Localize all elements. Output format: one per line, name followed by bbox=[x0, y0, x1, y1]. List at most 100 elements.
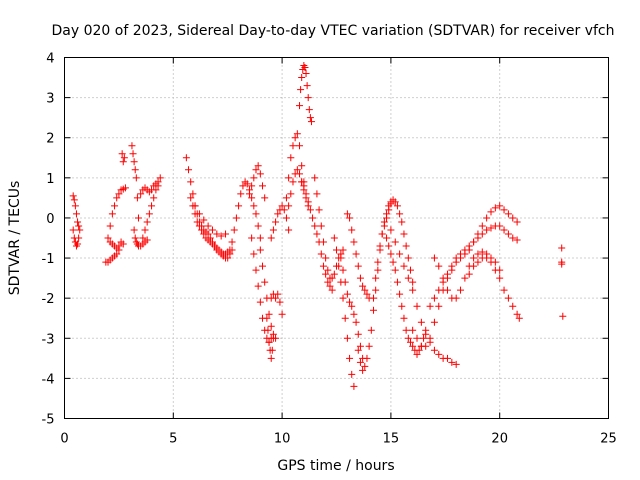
data-point bbox=[130, 158, 138, 166]
data-point bbox=[303, 82, 311, 90]
data-point bbox=[396, 210, 404, 218]
data-point bbox=[404, 254, 412, 262]
x-tick-label: 15 bbox=[383, 432, 400, 447]
data-point bbox=[182, 154, 190, 162]
data-point bbox=[298, 162, 306, 170]
data-point bbox=[515, 314, 523, 322]
data-point bbox=[376, 242, 384, 250]
data-point bbox=[335, 262, 343, 270]
data-point bbox=[461, 274, 469, 282]
data-point bbox=[291, 134, 299, 142]
data-point bbox=[69, 192, 77, 200]
data-point bbox=[330, 234, 338, 242]
data-point bbox=[317, 222, 325, 230]
data-point bbox=[356, 342, 364, 350]
data-point bbox=[324, 266, 332, 274]
data-point bbox=[296, 142, 304, 150]
data-point bbox=[396, 290, 404, 298]
data-point bbox=[500, 286, 508, 294]
data-point bbox=[76, 226, 84, 234]
data-point bbox=[118, 150, 126, 158]
data-point bbox=[193, 218, 201, 226]
data-point bbox=[393, 202, 401, 210]
data-point bbox=[478, 248, 486, 256]
data-point bbox=[365, 342, 373, 350]
y-tick-label: -1 bbox=[42, 252, 55, 267]
data-point bbox=[274, 290, 282, 298]
x-tick-label: 25 bbox=[600, 432, 617, 447]
data-point bbox=[413, 350, 421, 358]
data-point bbox=[402, 242, 410, 250]
data-point bbox=[319, 238, 327, 246]
data-point bbox=[387, 200, 395, 208]
data-point bbox=[430, 294, 438, 302]
data-point bbox=[313, 230, 321, 238]
data-point bbox=[435, 350, 443, 358]
data-point bbox=[420, 334, 428, 342]
data-point bbox=[474, 250, 482, 258]
data-point bbox=[309, 214, 317, 222]
data-point bbox=[496, 202, 504, 210]
data-point bbox=[391, 238, 399, 246]
data-point bbox=[359, 282, 367, 290]
data-point bbox=[195, 210, 203, 218]
data-point bbox=[301, 64, 309, 72]
data-point bbox=[293, 166, 301, 174]
data-point bbox=[200, 230, 208, 238]
data-point bbox=[354, 262, 362, 270]
data-point bbox=[341, 314, 349, 322]
data-point bbox=[296, 102, 304, 110]
data-point bbox=[200, 216, 208, 224]
data-point bbox=[198, 226, 206, 234]
data-point bbox=[261, 278, 269, 286]
y-tick-label: -4 bbox=[42, 372, 55, 387]
data-point bbox=[248, 194, 256, 202]
data-point bbox=[256, 234, 264, 242]
plot-frame bbox=[64, 57, 609, 419]
data-point bbox=[143, 218, 151, 226]
data-point bbox=[213, 230, 221, 238]
data-point bbox=[282, 194, 290, 202]
y-axis-label: SDTVAR / TECUs bbox=[7, 181, 23, 296]
data-point bbox=[187, 178, 195, 186]
data-point bbox=[452, 360, 460, 368]
data-point bbox=[148, 202, 156, 210]
data-point bbox=[280, 206, 288, 214]
data-point bbox=[369, 306, 377, 314]
y-tick-labels: -5 -4 -3 -2 -1 0 1 2 3 4 bbox=[42, 52, 55, 428]
data-point bbox=[409, 326, 417, 334]
data-point bbox=[307, 118, 315, 126]
data-point bbox=[443, 270, 451, 278]
data-point bbox=[413, 302, 421, 310]
data-point bbox=[131, 166, 139, 174]
data-point bbox=[315, 206, 323, 214]
data-point bbox=[285, 202, 293, 210]
data-point bbox=[267, 354, 275, 362]
data-point bbox=[289, 178, 297, 186]
data-point bbox=[400, 230, 408, 238]
data-point bbox=[396, 250, 404, 258]
data-point bbox=[282, 214, 290, 222]
data-point bbox=[343, 210, 351, 218]
data-point bbox=[391, 198, 399, 206]
data-point bbox=[372, 274, 380, 282]
data-point bbox=[115, 242, 123, 250]
data-point bbox=[245, 190, 253, 198]
y-tick-label: -2 bbox=[42, 292, 55, 307]
data-point bbox=[558, 244, 566, 252]
data-point bbox=[222, 230, 230, 238]
data-point bbox=[195, 222, 203, 230]
data-point bbox=[461, 246, 469, 254]
data-point bbox=[337, 254, 345, 262]
data-point bbox=[402, 326, 410, 334]
data-points bbox=[69, 62, 567, 390]
data-point bbox=[267, 322, 275, 330]
data-point bbox=[470, 262, 478, 270]
data-point bbox=[113, 194, 121, 202]
data-point bbox=[483, 254, 491, 262]
data-point bbox=[302, 70, 310, 78]
data-point bbox=[348, 226, 356, 234]
data-point bbox=[285, 174, 293, 182]
data-point bbox=[306, 114, 314, 122]
data-point bbox=[328, 286, 336, 294]
